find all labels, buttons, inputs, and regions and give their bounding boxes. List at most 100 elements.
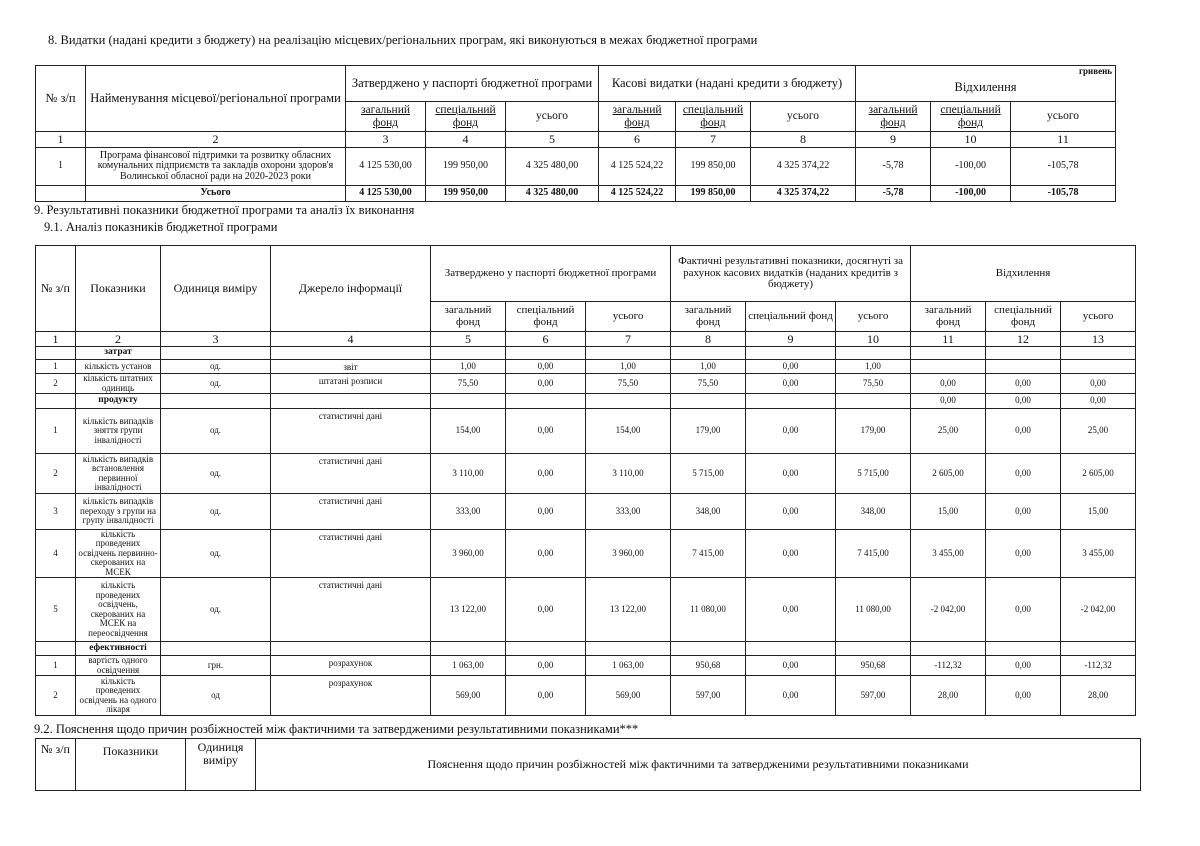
value-cell: -2 042,00 [910,577,987,643]
value-cell: 0,00 [745,453,837,494]
unit-cell [160,346,271,360]
header-total-fund: усього [504,101,600,132]
row-number [35,641,76,657]
column-number: 7 [675,131,752,148]
value-cell [985,641,1062,657]
source-cell [270,346,431,360]
value-cell: 597,00 [670,675,747,717]
total-amount-cell: -105,78 [1010,185,1117,202]
value-cell: 0,00 [745,577,837,643]
value-cell: 0,00 [505,675,586,717]
value-cell: 11 080,00 [670,577,747,643]
value-cell: 7 415,00 [670,528,747,579]
column-number: 10 [835,331,912,347]
amount-cell: -5,78 [855,147,932,186]
value-cell [670,393,747,409]
source-cell [270,393,431,409]
value-cell: 5 715,00 [670,453,747,494]
indicators-table: № з/п Показники Одиниця виміру Джерело і… [35,245,1137,717]
value-cell [910,346,987,360]
program-name: Програма фінансової підтримки та розвитк… [85,147,346,186]
column-number: 11 [1010,131,1117,148]
amount-cell: 4 125 530,00 [345,147,426,186]
value-cell: 15,00 [910,493,987,530]
value-cell: 179,00 [670,408,747,454]
header-approved: Затверджено у паспорті бюджетної програм… [429,245,672,302]
header-special-fund: спеціальний фонд [505,301,586,332]
value-cell: 0,00 [745,408,837,454]
value-cell: 0,00 [505,359,586,374]
column-number: 3 [345,131,426,148]
unit-cell: од. [160,577,271,643]
unit-cell: од. [160,359,271,374]
value-cell: 3 960,00 [430,528,506,579]
value-cell: 3 110,00 [430,453,506,494]
value-cell: 3 110,00 [584,453,672,494]
group-row: ефективності [35,641,1137,657]
header-indicator: Показники [75,738,186,791]
total-row: Усього 4 125 530,00 199 950,00 4 325 480,00… [35,185,1117,202]
source-cell: звіт [270,359,431,374]
header-total-fund: усього [835,301,912,332]
unit-cell: од. [160,373,271,394]
unit-cell: од. [160,493,271,530]
value-cell [985,346,1062,360]
indicator-name: кількість установ [75,359,161,374]
header-special-fund: спеціальний фонд [985,301,1062,332]
total-amount-cell: 4 325 374,22 [750,185,857,202]
row-number: 1 [35,408,76,454]
section-8-title: 8. Видатки (надані кредити з бюджету) на… [48,33,758,47]
value-cell: 0,00 [985,408,1062,454]
indicator-row: 4 кількість проведених освідчень первинно… [35,528,1137,579]
value-cell: 3 455,00 [1060,528,1137,579]
column-number: 12 [985,331,1062,347]
value-cell: 2 605,00 [910,453,987,494]
value-cell [745,641,837,657]
row-number: 5 [35,577,76,643]
column-number: 10 [930,131,1012,148]
value-cell: 0,00 [985,655,1062,677]
total-amount-cell: 199 950,00 [425,185,506,202]
discrepancy-table: № з/п Показники Одиниця виміру Пояснення… [35,738,1141,791]
header-deviation: Відхилення [910,245,1137,302]
header-indicator: Показники [75,245,161,332]
header-deviation: гривень Відхилення [855,65,1117,102]
value-cell: 1,00 [670,359,747,374]
indicator-row: 1 кількість випадків зняття групи інвалід… [35,408,1137,454]
value-cell: 0,00 [985,373,1062,394]
column-number: 1 [35,131,86,148]
value-cell: 75,50 [430,373,506,394]
source-cell: розрахунок [270,675,431,717]
header-special-fund: спеціальний фонд [930,101,1012,132]
value-cell: 0,00 [505,493,586,530]
header-total-fund: усього [750,101,857,132]
header-special-fund: спеціальний фонд [675,101,752,132]
column-number: 2 [85,131,346,148]
value-cell: 13 122,00 [584,577,672,643]
header-unit: Одиниця виміру [185,738,256,791]
value-cell: 0,00 [910,373,987,394]
value-cell: 0,00 [985,493,1062,530]
value-cell [835,346,912,360]
value-cell [985,359,1062,374]
source-cell [270,641,431,657]
value-cell: 569,00 [430,675,506,717]
header-approved: Затверджено у паспорті бюджетної програм… [344,65,600,102]
value-cell [745,393,837,409]
value-cell: 1 063,00 [584,655,672,677]
value-cell [670,641,747,657]
amount-cell: 4 125 524,22 [598,147,677,186]
value-cell: 0,00 [985,453,1062,494]
column-number: 8 [670,331,747,347]
value-cell [505,641,586,657]
value-cell: 569,00 [584,675,672,717]
value-cell [910,641,987,657]
value-cell: 0,00 [745,655,837,677]
value-cell: 0,00 [745,493,837,530]
value-cell: 75,50 [584,373,672,394]
indicator-name: кількість випадків встановлення первинно… [75,453,161,494]
unit-cell: од. [160,453,271,494]
indicator-name: кількість випадків переходу з групи на г… [75,493,161,530]
value-cell: 333,00 [584,493,672,530]
unit-cell: од. [160,528,271,579]
